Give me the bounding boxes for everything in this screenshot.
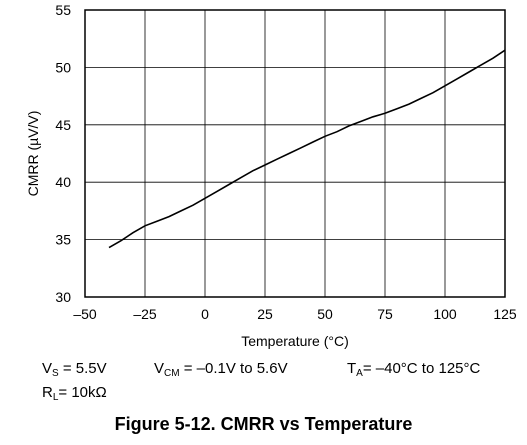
y-tick-label: 55 xyxy=(55,2,71,18)
x-tick-label: 100 xyxy=(433,306,457,322)
figure-caption: Figure 5-12. CMRR vs Temperature xyxy=(114,414,413,434)
y-tick-label: 50 xyxy=(55,59,71,75)
y-tick-label: 35 xyxy=(55,232,71,248)
x-tick-label: –50 xyxy=(73,306,97,322)
plot-frame xyxy=(84,9,506,298)
cmrr-series-line xyxy=(108,49,506,249)
x-tick-label: 125 xyxy=(493,306,517,322)
common-mode-voltage-condition: VCM = –0.1V to 5.6V xyxy=(154,360,288,379)
cmrr-chart: –50 –25 0 25 50 75 100 125 30 35 40 45 50 55 Tempera… xyxy=(25,2,517,349)
y-tick-label: 45 xyxy=(55,117,71,133)
grid-lines xyxy=(84,9,506,298)
x-tick-label: 25 xyxy=(257,306,273,322)
x-tick-label: 75 xyxy=(377,306,393,322)
x-tick-label: 50 xyxy=(317,306,333,322)
y-axis-label: CMRR (µV/V) xyxy=(25,111,41,197)
x-axis-label: Temperature (°C) xyxy=(241,333,349,349)
x-tick-label: –25 xyxy=(133,306,157,322)
temperature-range-condition: TA= –40°C to 125°C xyxy=(347,360,481,379)
y-tick-labels: 30 35 40 45 50 55 xyxy=(55,2,71,305)
y-tick-label: 40 xyxy=(55,174,71,190)
y-tick-label: 30 xyxy=(55,289,71,305)
x-tick-labels: –50 –25 0 25 50 75 100 125 xyxy=(73,306,517,322)
x-tick-label: 0 xyxy=(201,306,209,322)
supply-voltage-condition: VS = 5.5V xyxy=(42,360,107,379)
load-resistance-condition: RL= 10kΩ xyxy=(42,384,107,403)
